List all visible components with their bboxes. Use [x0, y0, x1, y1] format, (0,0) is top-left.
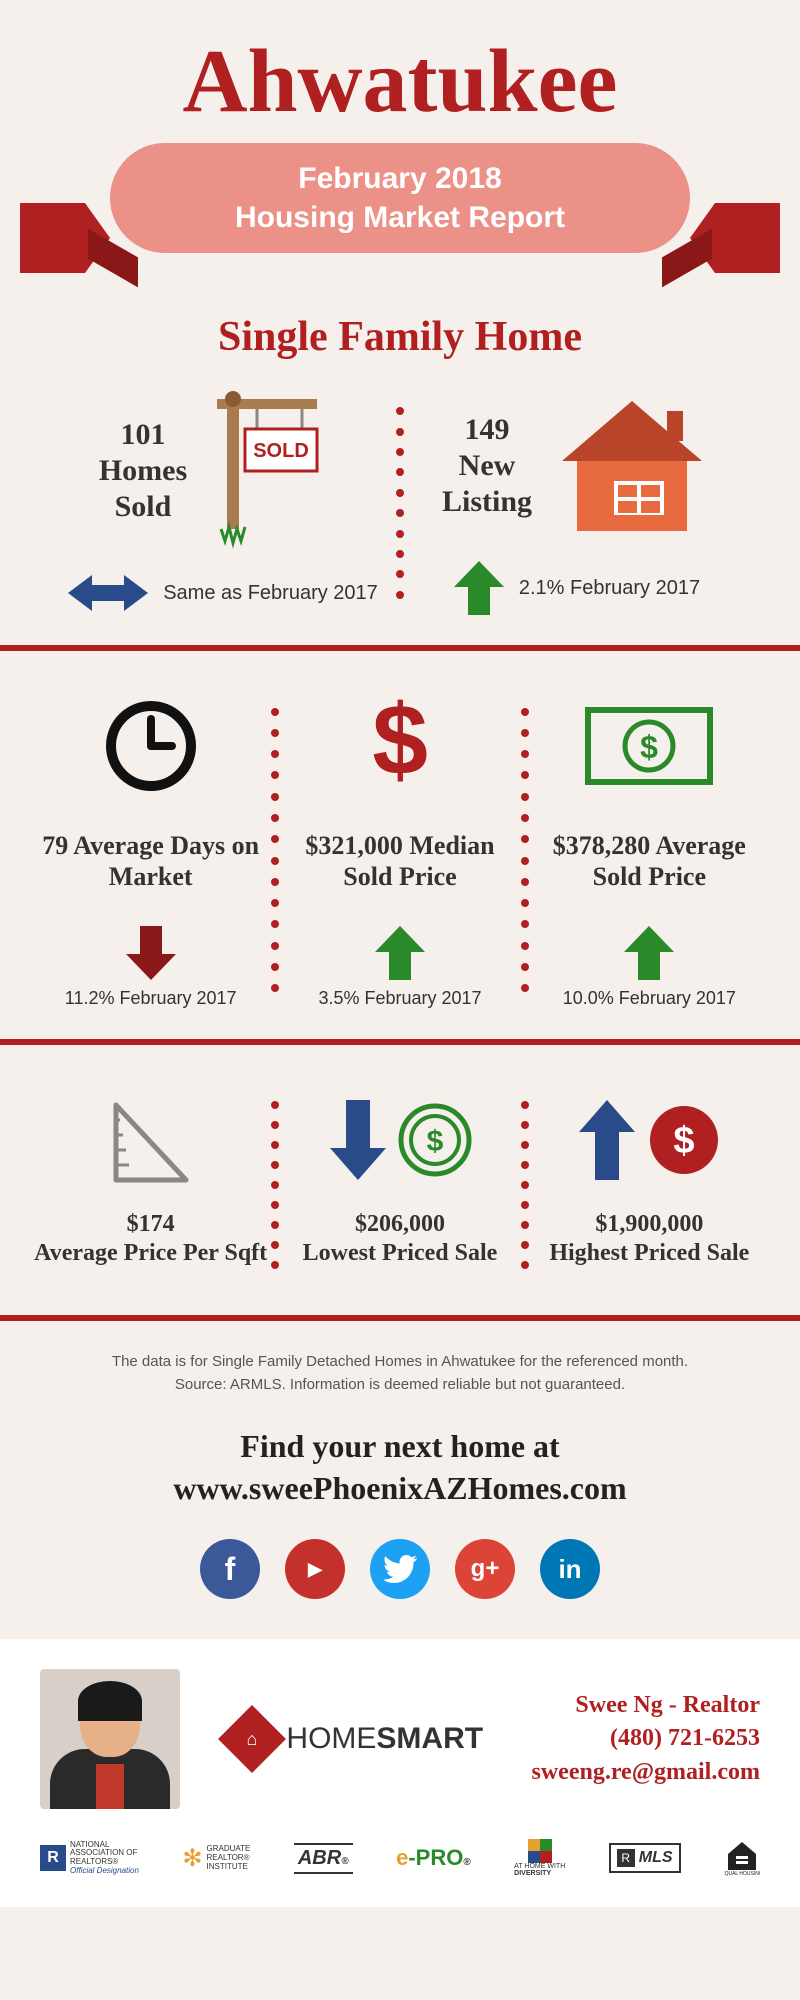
divider-dots [396, 391, 404, 615]
arrow-down-icon [126, 926, 176, 980]
section-price-range: $174 Average Price Per Sqft $ $206,000 L… [0, 1045, 800, 1315]
mls-logo: RMLS [609, 1843, 681, 1873]
subtitle: Single Family Home [0, 313, 800, 361]
youtube-icon[interactable]: ▶ [285, 1539, 345, 1599]
divider-dots [521, 1085, 529, 1285]
new-listing-trend: 2.1% February 2017 [519, 577, 700, 600]
diversity-logo: AT HOME WITHDIVERSITY [514, 1839, 565, 1877]
svg-text:$: $ [372, 696, 428, 796]
gri-logo: ✻GRADUATEREALTOR®INSTITUTE [182, 1844, 250, 1873]
certification-logos: RNATIONALASSOCIATION OFREALTORS®Official… [0, 1829, 800, 1907]
disclaimer: The data is for Single Family Detached H… [0, 1321, 800, 1416]
svg-text:$: $ [640, 729, 658, 765]
coin-icon: $ [647, 1103, 721, 1177]
brand-logo: ⌂ HOMESMART [180, 1715, 532, 1763]
trend-avg: 10.0% February 2017 [563, 988, 736, 1009]
homes-sold-label2: Sold [115, 490, 172, 523]
bill-icon: $ [584, 691, 714, 801]
abr-logo: ABR® [294, 1843, 353, 1874]
lowest-sale-value: $206,000 [355, 1211, 445, 1237]
contact-name: Swee Ng - Realtor [532, 1689, 761, 1723]
ruler-icon [101, 1085, 201, 1195]
coin-icon: $ [398, 1103, 472, 1177]
highest-sale-value: $1,900,000 [595, 1211, 703, 1237]
contact-phone[interactable]: (480) 721-6253 [532, 1722, 761, 1756]
arrow-down-icon [328, 1100, 388, 1180]
section-stats-3col: 79 Average Days on Market 11.2% February… [0, 651, 800, 1039]
gplus-icon[interactable]: g+ [455, 1539, 515, 1599]
new-listing-value: 149 [465, 413, 510, 446]
cta: Find your next home at www.sweePhoenixAZ… [0, 1416, 800, 1539]
social-icons: f ▶ g+ in [0, 1539, 800, 1639]
stat-days-on-market: 79 Average Days on Market [30, 811, 271, 911]
divider-dots [271, 691, 279, 1009]
ribbon-line1: February 2018 [298, 159, 501, 198]
sold-sign-icon: SOLD [207, 391, 347, 551]
stat-avg-price: $378,280 Average Sold Price [529, 811, 770, 911]
svg-text:SOLD: SOLD [253, 440, 309, 462]
contact-email[interactable]: sweeng.re@gmail.com [532, 1756, 761, 1790]
nar-logo: RNATIONALASSOCIATION OFREALTORS®Official… [40, 1841, 139, 1876]
svg-text:$: $ [427, 1125, 444, 1158]
highest-sale-label: Highest Priced Sale [549, 1240, 749, 1266]
double-arrow-icon [68, 571, 148, 615]
svg-text:$: $ [674, 1120, 695, 1162]
new-listing-label2: Listing [442, 485, 532, 518]
clock-icon [106, 691, 196, 801]
stat-median-price: $321,000 Median Sold Price [279, 811, 520, 911]
price-sqft-value: $174 [127, 1211, 175, 1237]
trend-days: 11.2% February 2017 [65, 988, 237, 1009]
linkedin-icon[interactable]: in [540, 1539, 600, 1599]
avatar [40, 1669, 180, 1809]
price-sqft-label: Average Price Per Sqft [34, 1240, 267, 1266]
equal-housing-logo: EQUAL HOUSING [724, 1840, 760, 1876]
arrow-up-icon [624, 926, 674, 980]
homes-sold-label1: Homes [99, 454, 187, 487]
trend-median: 3.5% February 2017 [318, 988, 481, 1009]
epro-logo: e-PRO® [396, 1845, 471, 1871]
lowest-sale-label: Lowest Priced Sale [303, 1240, 498, 1266]
new-listing-label1: New [459, 449, 516, 482]
main-title: Ahwatukee [0, 0, 800, 143]
facebook-icon[interactable]: f [200, 1539, 260, 1599]
dollar-icon: $ [365, 691, 435, 801]
arrow-up-icon [375, 926, 425, 980]
homes-sold-value: 101 [120, 418, 165, 451]
section-homes-listings: 101 Homes Sold SOLD [0, 391, 800, 645]
svg-text:EQUAL HOUSING: EQUAL HOUSING [724, 1871, 760, 1876]
house-icon [552, 391, 712, 541]
twitter-icon[interactable] [370, 1539, 430, 1599]
contact-band: ⌂ HOMESMART Swee Ng - Realtor (480) 721-… [0, 1639, 800, 1829]
ribbon-banner: February 2018 Housing Market Report [40, 143, 760, 293]
divider-dots [271, 1085, 279, 1285]
divider-dots [521, 691, 529, 1009]
homes-sold-trend: Same as February 2017 [163, 582, 378, 605]
arrow-up-icon [454, 561, 504, 615]
arrow-up-icon [577, 1100, 637, 1180]
ribbon-line2: Housing Market Report [235, 198, 565, 237]
